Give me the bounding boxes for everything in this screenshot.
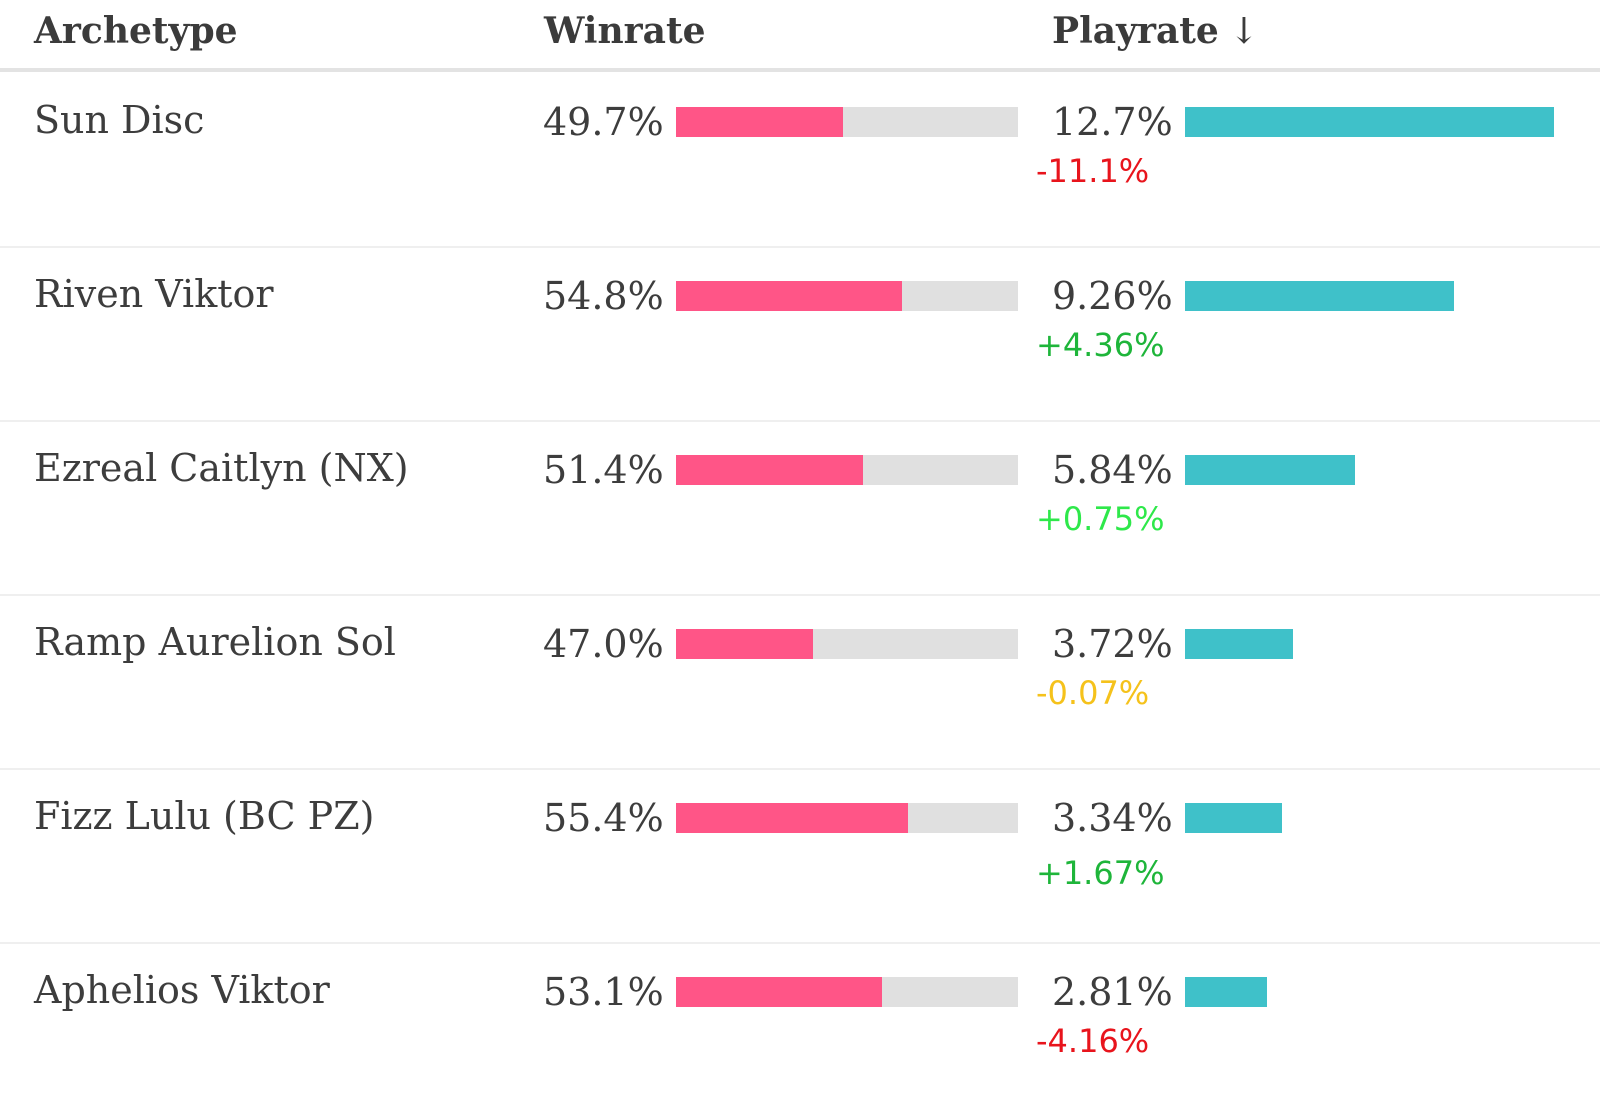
winrate-cell: 49.7% (543, 98, 1018, 146)
playrate-cell: 3.34% (1052, 794, 1282, 842)
winrate-value: 54.8% (543, 274, 664, 318)
playrate-cell: 3.72% (1052, 620, 1293, 668)
column-header-playrate-label: Playrate (1052, 10, 1219, 52)
winrate-value: 51.4% (543, 448, 664, 492)
playrate-bar (1184, 803, 1282, 833)
winrate-bar-fill (675, 455, 863, 485)
column-header-archetype[interactable]: Archetype (34, 10, 238, 52)
table-row[interactable]: Fizz Lulu (BC PZ) 55.4% 3.34% +1.67% (0, 770, 1600, 944)
playrate-cell: 12.7% (1052, 98, 1554, 146)
playrate-cell: 9.26% (1052, 272, 1454, 320)
playrate-cell: 2.81% (1052, 968, 1267, 1016)
playrate-value: 12.7% (1052, 100, 1173, 144)
table-row[interactable]: Ramp Aurelion Sol 47.0% 3.72% -0.07% (0, 596, 1600, 770)
playrate-delta: -11.1% (1036, 152, 1150, 190)
archetype-name[interactable]: Ramp Aurelion Sol (34, 620, 396, 664)
winrate-bar-track (675, 629, 1018, 659)
winrate-cell: 54.8% (543, 272, 1018, 320)
table-header: Archetype Winrate Playrate ↓ (0, 0, 1600, 72)
playrate-value: 2.81% (1052, 970, 1173, 1014)
table-row[interactable]: Ezreal Caitlyn (NX) 51.4% 5.84% +0.75% (0, 422, 1600, 596)
winrate-bar-fill (675, 281, 902, 311)
archetype-name[interactable]: Aphelios Viktor (34, 968, 330, 1012)
column-header-winrate[interactable]: Winrate (544, 10, 705, 52)
winrate-bar-track (675, 107, 1018, 137)
playrate-delta: -0.07% (1036, 674, 1150, 712)
winrate-bar-fill (675, 629, 813, 659)
winrate-bar-track (675, 455, 1018, 485)
playrate-bar (1184, 107, 1554, 137)
playrate-bar (1184, 281, 1454, 311)
archetype-name[interactable]: Riven Viktor (34, 272, 274, 316)
archetype-name[interactable]: Ezreal Caitlyn (NX) (34, 446, 409, 490)
playrate-cell: 5.84% (1052, 446, 1355, 494)
column-header-archetype-label: Archetype (34, 10, 238, 52)
winrate-bar-track (675, 977, 1018, 1007)
playrate-delta: +4.36% (1036, 326, 1165, 364)
winrate-cell: 47.0% (543, 620, 1018, 668)
playrate-bar (1184, 455, 1355, 485)
table-row[interactable]: Sun Disc 49.7% 12.7% -11.1% (0, 74, 1600, 248)
playrate-value: 3.34% (1052, 796, 1173, 840)
playrate-value: 9.26% (1052, 274, 1173, 318)
winrate-bar-fill (675, 977, 883, 1007)
winrate-cell: 55.4% (543, 794, 1018, 842)
winrate-bar-fill (675, 107, 844, 137)
playrate-delta: -4.16% (1036, 1022, 1150, 1060)
sort-descending-icon: ↓ (1228, 11, 1259, 52)
winrate-value: 49.7% (543, 100, 664, 144)
winrate-bar-fill (675, 803, 909, 833)
archetype-name[interactable]: Sun Disc (34, 98, 205, 142)
table-row[interactable]: Riven Viktor 54.8% 9.26% +4.36% (0, 248, 1600, 422)
playrate-delta: +1.67% (1036, 854, 1165, 892)
playrate-value: 3.72% (1052, 622, 1173, 666)
winrate-value: 53.1% (543, 970, 664, 1014)
playrate-bar (1184, 977, 1267, 1007)
playrate-bar (1184, 629, 1293, 659)
column-header-playrate[interactable]: Playrate ↓ (1052, 10, 1259, 52)
winrate-value: 47.0% (543, 622, 664, 666)
playrate-delta: +0.75% (1036, 500, 1165, 538)
winrate-bar-track (675, 803, 1018, 833)
winrate-bar-track (675, 281, 1018, 311)
winrate-value: 55.4% (543, 796, 664, 840)
playrate-value: 5.84% (1052, 448, 1173, 492)
table-row[interactable]: Aphelios Viktor 53.1% 2.81% -4.16% (0, 944, 1600, 1118)
column-header-winrate-label: Winrate (544, 10, 706, 52)
winrate-cell: 53.1% (543, 968, 1018, 1016)
winrate-cell: 51.4% (543, 446, 1018, 494)
archetype-name[interactable]: Fizz Lulu (BC PZ) (34, 794, 375, 838)
